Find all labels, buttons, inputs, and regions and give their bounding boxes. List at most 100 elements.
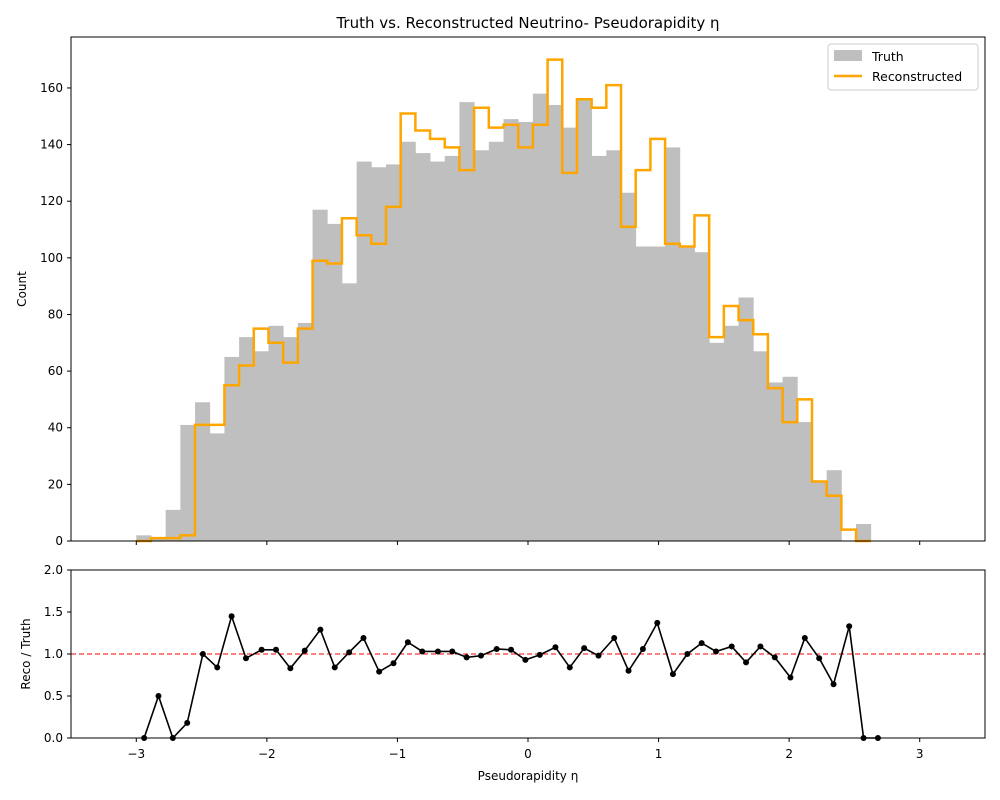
y-tick-label: 2.0 <box>44 563 63 577</box>
legend-truth-label: Truth <box>871 49 904 64</box>
ratio-point <box>639 645 646 652</box>
ratio-point <box>508 646 515 653</box>
ratio-point <box>331 664 338 671</box>
truth-bar <box>386 164 402 542</box>
x-tick-label: 0 <box>524 747 532 761</box>
reconstructed-step-line <box>136 58 871 543</box>
ratio-point <box>830 681 837 688</box>
truth-bar <box>268 325 284 541</box>
ratio-point <box>552 644 559 651</box>
truth-bar <box>679 246 695 541</box>
x-tick-label: −3 <box>127 747 145 761</box>
y-tick-label: 120 <box>40 194 63 208</box>
x-tick-label: −2 <box>258 747 276 761</box>
truth-bar <box>312 209 328 541</box>
truth-bar <box>341 283 358 541</box>
ratio-point <box>155 693 162 699</box>
ratio-point <box>317 626 324 633</box>
legend: Truth Reconstructed <box>827 43 979 91</box>
truth-bar <box>782 376 798 541</box>
truth-bar <box>327 223 343 541</box>
ratio-point <box>376 668 383 675</box>
y-tick-label: 0.0 <box>44 731 63 745</box>
truth-bar <box>621 192 637 542</box>
y-tick-label: 1.0 <box>44 647 63 661</box>
truth-bar <box>532 93 548 541</box>
x-tick-label: −1 <box>389 747 407 761</box>
ratio-x-ticks: −3 −2 −1 0 1 2 3 <box>127 738 924 761</box>
ratio-point <box>273 646 279 653</box>
ratio-point <box>728 643 735 650</box>
truth-bar <box>738 297 754 541</box>
ratio-point <box>390 660 397 667</box>
truth-bar <box>209 433 225 541</box>
truth-bar <box>562 127 578 542</box>
ratio-point <box>698 640 705 647</box>
histogram-x-ticks <box>135 541 921 545</box>
truth-bar <box>503 119 519 542</box>
ratio-point <box>360 635 367 642</box>
truth-bar <box>283 337 299 541</box>
truth-bar <box>400 141 416 541</box>
truth-bar <box>547 104 563 542</box>
ratio-y-label: Reco / Truth <box>19 618 33 689</box>
y-tick-label: 40 <box>48 421 63 435</box>
legend-reco-label: Reconstructed <box>872 69 962 84</box>
truth-bar <box>635 246 651 541</box>
ratio-point <box>684 651 691 657</box>
ratio-point <box>493 645 500 652</box>
ratio-point <box>669 671 676 678</box>
truth-bar <box>826 470 842 541</box>
y-tick-label: 60 <box>48 364 63 378</box>
truth-bar <box>753 351 769 541</box>
truth-bar <box>239 337 255 541</box>
ratio-point <box>771 654 778 661</box>
ratio-point <box>184 719 191 726</box>
truth-bar <box>694 252 710 541</box>
truth-bar <box>415 153 431 541</box>
ratio-point <box>242 655 249 662</box>
truth-bar <box>797 422 813 541</box>
ratio-point <box>346 649 353 656</box>
ratio-y-ticks: 0.0 0.5 1.0 1.5 2.0 <box>44 563 71 745</box>
ratio-point <box>522 656 529 663</box>
chart-title: Truth vs. Reconstructed Neutrino- Pseudo… <box>335 14 719 32</box>
ratio-point <box>228 613 235 620</box>
ratio-point <box>846 623 853 630</box>
ratio-point <box>611 635 618 642</box>
truth-bar <box>576 99 593 541</box>
x-tick-label: 1 <box>655 747 663 761</box>
ratio-point <box>713 648 720 655</box>
y-tick-label: 140 <box>40 138 63 152</box>
truth-bar <box>723 325 739 541</box>
truth-bar <box>709 342 725 541</box>
ratio-point <box>258 646 265 653</box>
truth-bar <box>165 509 181 541</box>
y-tick-label: 0 <box>55 534 63 548</box>
truth-bar <box>856 524 872 541</box>
truth-bar <box>297 322 313 541</box>
ratio-x-label: Pseudorapidity η <box>478 769 579 783</box>
ratio-point <box>787 674 794 681</box>
ratio-point <box>434 648 441 655</box>
x-tick-label: 3 <box>916 747 924 761</box>
ratio-point <box>757 643 764 650</box>
histogram-panel: 0 20 40 60 80 100 120 140 160 Count Truth Recons… <box>15 36 986 548</box>
ratio-point <box>404 639 411 646</box>
truth-bar <box>474 150 490 541</box>
truth-bar <box>459 102 475 542</box>
y-tick-label: 100 <box>40 251 63 265</box>
truth-bar <box>665 147 681 541</box>
ratio-point <box>419 648 426 655</box>
truth-bar <box>150 538 167 541</box>
truth-bar <box>195 402 211 541</box>
ratio-point <box>654 619 661 626</box>
ratio-series-line <box>143 613 878 740</box>
legend-truth-swatch <box>834 50 862 61</box>
histogram-y-label: Count <box>15 271 29 307</box>
ratio-point <box>449 648 456 655</box>
y-tick-label: 160 <box>40 81 63 95</box>
ratio-point <box>477 652 484 659</box>
truth-bar <box>371 167 387 541</box>
